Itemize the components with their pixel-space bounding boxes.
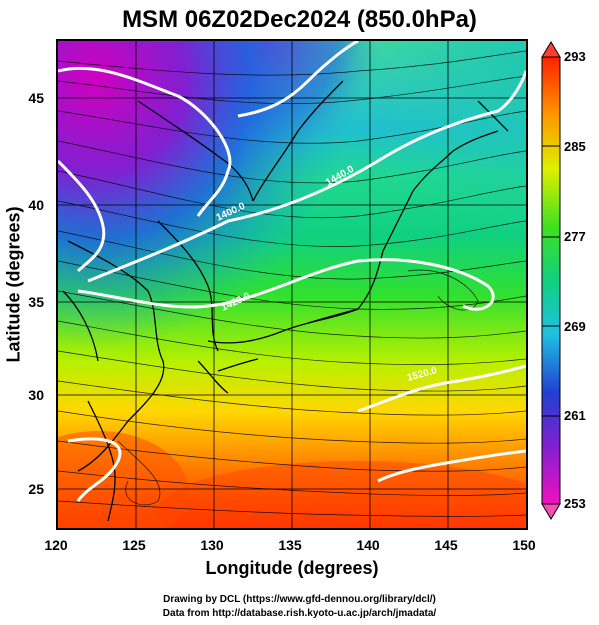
temperature-map: 1400.0 1440.0 1420.0 1520.0 — [58, 41, 526, 528]
y-tick: 35 — [28, 294, 44, 310]
colorbar-min-arrow — [541, 503, 561, 520]
colorbar-max-arrow — [541, 41, 561, 58]
y-tick: 45 — [28, 90, 44, 106]
colorbar-tick: 285 — [564, 139, 586, 154]
x-tick: 130 — [200, 537, 224, 553]
map-plot-area: 1400.0 1440.0 1420.0 1520.0 — [56, 39, 528, 530]
colorbar-tick: 261 — [564, 408, 586, 423]
height-contours — [58, 41, 526, 502]
credit-data-source: Data from http://database.rish.kyoto-u.a… — [162, 608, 437, 619]
x-tick: 145 — [434, 537, 458, 553]
map-title: MSM 06Z02Dec2024 (850.0hPa) — [122, 6, 477, 33]
y-tick: 30 — [28, 387, 44, 403]
colorbar — [541, 41, 561, 520]
colorbar-tick: 269 — [564, 319, 586, 334]
colorbar-tick: 253 — [564, 496, 586, 511]
x-tick: 150 — [512, 537, 536, 553]
colorbar-tick: 293 — [564, 49, 586, 64]
wind-streamlines — [58, 50, 526, 517]
y-tick: 40 — [28, 197, 44, 213]
x-tick: 125 — [122, 537, 146, 553]
x-axis-label: Longitude (degrees) — [205, 558, 379, 578]
x-tick: 120 — [44, 537, 68, 553]
y-axis-label: Latitude (degrees) — [3, 206, 24, 363]
x-tick: 140 — [356, 537, 380, 553]
x-tick: 135 — [278, 537, 302, 553]
coastline-layer — [62, 80, 509, 522]
graticule — [58, 41, 526, 528]
credit-drawing: Drawing by DCL (https://www.gfd-dennou.o… — [163, 594, 436, 605]
colorbar-tick: 277 — [564, 229, 586, 244]
y-tick: 25 — [28, 481, 44, 497]
